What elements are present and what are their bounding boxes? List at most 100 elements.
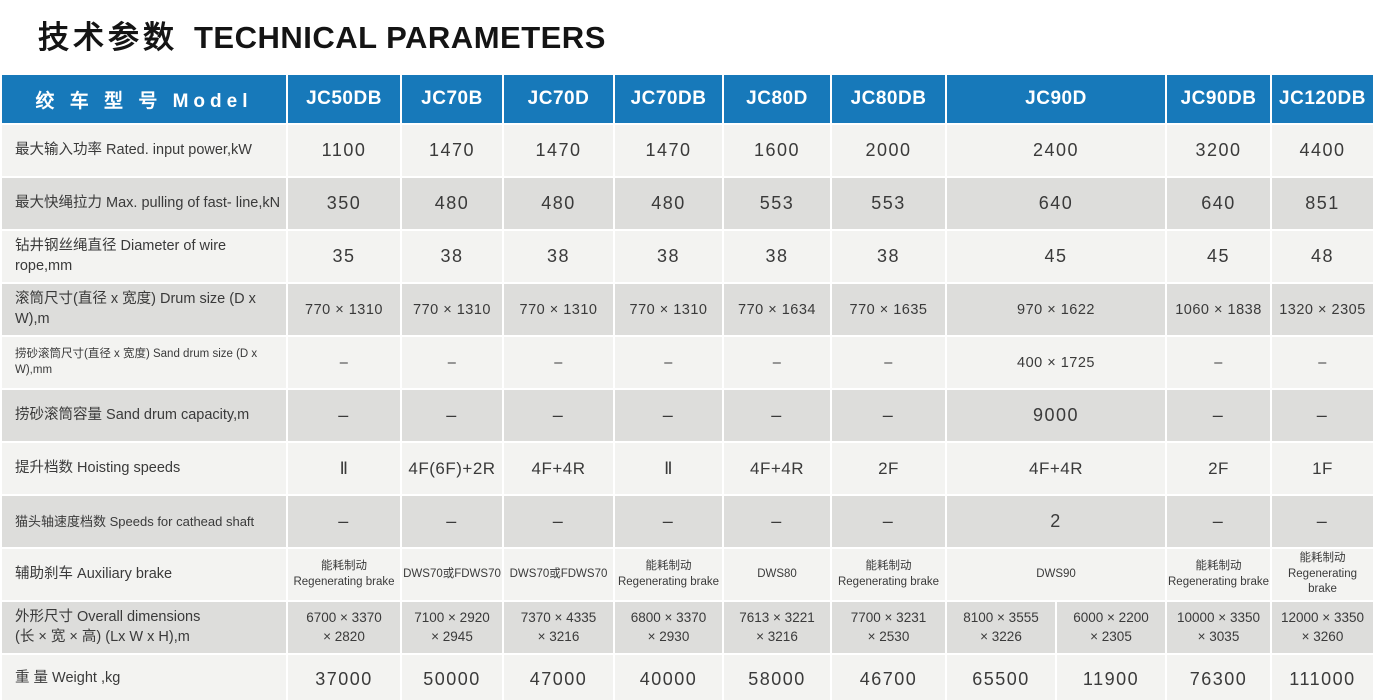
- cell: 10000 × 3350 × 3035: [1165, 600, 1272, 655]
- cell: 40000: [613, 653, 724, 700]
- row-label: 最大输入功率 Rated. input power,kW: [0, 123, 288, 178]
- cell: 350: [286, 176, 402, 231]
- page-title: 技术参数 TECHNICAL PARAMETERS: [0, 0, 1373, 73]
- cell: 553: [722, 176, 832, 231]
- cell: 7700 × 3231 × 2530: [830, 600, 947, 655]
- cell: 553: [830, 176, 947, 231]
- cell: 4F(6F)+2R: [400, 441, 504, 496]
- cell: 45: [1165, 229, 1272, 284]
- cell: 48: [1270, 229, 1373, 284]
- cell: 38: [830, 229, 947, 284]
- cell: 1F: [1270, 441, 1373, 496]
- cell: –: [502, 388, 615, 443]
- cell: 65500: [945, 653, 1057, 700]
- cell: –: [1165, 494, 1272, 549]
- cell: –: [613, 335, 724, 390]
- cell: 2F: [1165, 441, 1272, 496]
- table-row-auxiliary-brake: 辅助刹车 Auxiliary brake 能耗制动 Regenerating b…: [0, 547, 1373, 602]
- cell: 能耗制动 Regenerating brake: [286, 547, 402, 602]
- row-label: 捞砂滚筒容量 Sand drum capacity,m: [0, 388, 288, 443]
- cell: 2000: [830, 123, 947, 178]
- cell: 7613 × 3221 × 3216: [722, 600, 832, 655]
- cell: 1320 × 2305: [1270, 282, 1373, 337]
- cell: 11900: [1055, 653, 1167, 700]
- header-model-jc120db: JC120DB: [1270, 73, 1373, 125]
- cell: –: [722, 388, 832, 443]
- cell: –: [830, 388, 947, 443]
- cell: 37000: [286, 653, 402, 700]
- header-model-jc90d: JC90D: [945, 73, 1167, 125]
- cell: 38: [502, 229, 615, 284]
- cell: –: [722, 494, 832, 549]
- row-label: 辅助刹车 Auxiliary brake: [0, 547, 288, 602]
- cell: –: [400, 335, 504, 390]
- cell: 12000 × 3350 × 3260: [1270, 600, 1373, 655]
- page-title-en: TECHNICAL PARAMETERS: [194, 20, 606, 55]
- cell: –: [1270, 494, 1373, 549]
- header-model-jc70d: JC70D: [502, 73, 615, 125]
- cell: 851: [1270, 176, 1373, 231]
- cell: 1600: [722, 123, 832, 178]
- cell: 35: [286, 229, 402, 284]
- cell: 4400: [1270, 123, 1373, 178]
- cell: 能耗制动 Regenerating brake: [1270, 547, 1373, 602]
- cell: –: [830, 335, 947, 390]
- cell: –: [722, 335, 832, 390]
- cell: 46700: [830, 653, 947, 700]
- cell: 38: [400, 229, 504, 284]
- table-row-sand-drum-capacity: 捞砂滚筒容量 Sand drum capacity,m – – – – – – …: [0, 388, 1373, 443]
- cell: 770 × 1634: [722, 282, 832, 337]
- cell: 770 × 1635: [830, 282, 947, 337]
- table-row-hoisting-speeds: 提升档数 Hoisting speeds Ⅱ 4F(6F)+2R 4F+4R Ⅱ…: [0, 441, 1373, 496]
- cell: –: [400, 494, 504, 549]
- cell: –: [613, 494, 724, 549]
- cell: DWS70或FDWS70: [400, 547, 504, 602]
- cell: –: [286, 494, 402, 549]
- cell: 770 × 1310: [286, 282, 402, 337]
- cell: 1100: [286, 123, 402, 178]
- cell: –: [1165, 388, 1272, 443]
- cell: 1470: [502, 123, 615, 178]
- cell: DWS80: [722, 547, 832, 602]
- table-row-wire-rope-diameter: 钻井钢丝绳直径 Diameter of wire rope,mm 35 38 3…: [0, 229, 1373, 284]
- table-row-weight: 重 量 Weight ,kg 37000 50000 47000 40000 5…: [0, 653, 1373, 700]
- cell: 58000: [722, 653, 832, 700]
- cell: 8100 × 3555 × 3226: [945, 600, 1057, 655]
- row-label: 最大快绳拉力 Max. pulling of fast- line,kN: [0, 176, 288, 231]
- cell: 480: [613, 176, 724, 231]
- cell: 111000: [1270, 653, 1373, 700]
- cell: 38: [613, 229, 724, 284]
- cell: 640: [1165, 176, 1272, 231]
- header-model-jc80db: JC80DB: [830, 73, 947, 125]
- cell: 2400: [945, 123, 1167, 178]
- table-row-input-power: 最大输入功率 Rated. input power,kW 1100 1470 1…: [0, 123, 1373, 178]
- cell: 9000: [945, 388, 1167, 443]
- cell: 能耗制动 Regenerating brake: [1165, 547, 1272, 602]
- cell: –: [1270, 335, 1373, 390]
- cell: –: [613, 388, 724, 443]
- cell: 4F+4R: [722, 441, 832, 496]
- cell: 1060 × 1838: [1165, 282, 1272, 337]
- table-row-overall-dimensions: 外形尺寸 Overall dimensions (长 × 宽 × 高) (Lx …: [0, 600, 1373, 655]
- cell: 770 × 1310: [400, 282, 504, 337]
- header-model-jc50db: JC50DB: [286, 73, 402, 125]
- cell: DWS90: [945, 547, 1167, 602]
- cell: 47000: [502, 653, 615, 700]
- cell: Ⅱ: [286, 441, 402, 496]
- cell: 2: [945, 494, 1167, 549]
- cell: 7370 × 4335 × 3216: [502, 600, 615, 655]
- cell: 6700 × 3370 × 2820: [286, 600, 402, 655]
- cell: –: [502, 335, 615, 390]
- cell: –: [830, 494, 947, 549]
- cell: DWS70或FDWS70: [502, 547, 615, 602]
- row-label: 提升档数 Hoisting speeds: [0, 441, 288, 496]
- cell: 45: [945, 229, 1167, 284]
- table-row-sand-drum-size: 捞砂滚筒尺寸(直径 x 宽度) Sand drum size (D x W),m…: [0, 335, 1373, 390]
- cell: 2F: [830, 441, 947, 496]
- row-label: 猫头轴速度档数 Speeds for cathead shaft: [0, 494, 288, 549]
- header-model-label: 绞 车 型 号 Model: [0, 73, 288, 125]
- header-model-jc80d: JC80D: [722, 73, 832, 125]
- table-header-row: 绞 车 型 号 Model JC50DB JC70B JC70D JC70DB …: [0, 73, 1373, 125]
- cell: 7100 × 2920 × 2945: [400, 600, 504, 655]
